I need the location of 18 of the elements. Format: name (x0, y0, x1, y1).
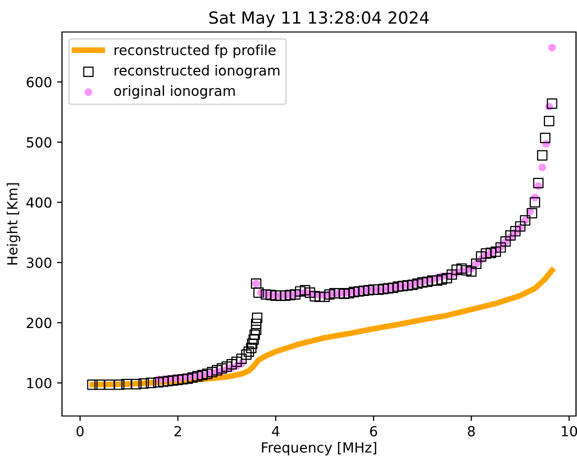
x-tick-label: 4 (272, 426, 280, 436)
legend-label: reconstructed ionogram (114, 64, 280, 78)
y-tick-label: 100 (27, 378, 52, 388)
legend-label: reconstructed fp profile (114, 44, 276, 58)
x-tick-label: 8 (468, 426, 475, 436)
y-tick-label: 200 (26, 318, 52, 328)
x-tick-label: 10 (562, 426, 577, 436)
x-axis-title: Frequency [MHz] (262, 442, 376, 456)
y-tick-label: 500 (26, 137, 52, 148)
x-tick-label: 2 (174, 426, 181, 436)
y-tick-label: 400 (26, 197, 52, 208)
y-tick-label: 300 (26, 257, 52, 268)
x-tick-label: 0 (76, 426, 84, 436)
y-tick-label: 600 (26, 76, 52, 88)
legend-label: original ionogram (114, 85, 235, 99)
x-tick-label: 6 (370, 426, 378, 436)
chart-title: Sat May 11 13:28:04 2024 (209, 11, 429, 28)
y-axis-title: Height [Km] (6, 183, 20, 265)
